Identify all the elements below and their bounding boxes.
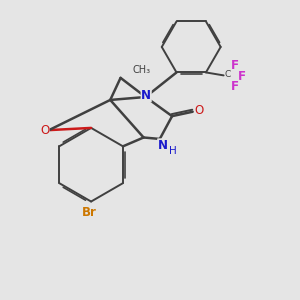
Text: F: F [238,70,246,83]
Text: CH₃: CH₃ [132,65,151,76]
Text: F: F [231,58,239,72]
Text: H: H [169,146,177,156]
Text: F: F [231,80,239,93]
Text: O: O [194,104,204,117]
Text: O: O [40,124,49,136]
Text: N: N [141,89,151,102]
Text: Br: Br [82,206,97,219]
Text: C: C [225,70,231,79]
Text: N: N [158,139,168,152]
